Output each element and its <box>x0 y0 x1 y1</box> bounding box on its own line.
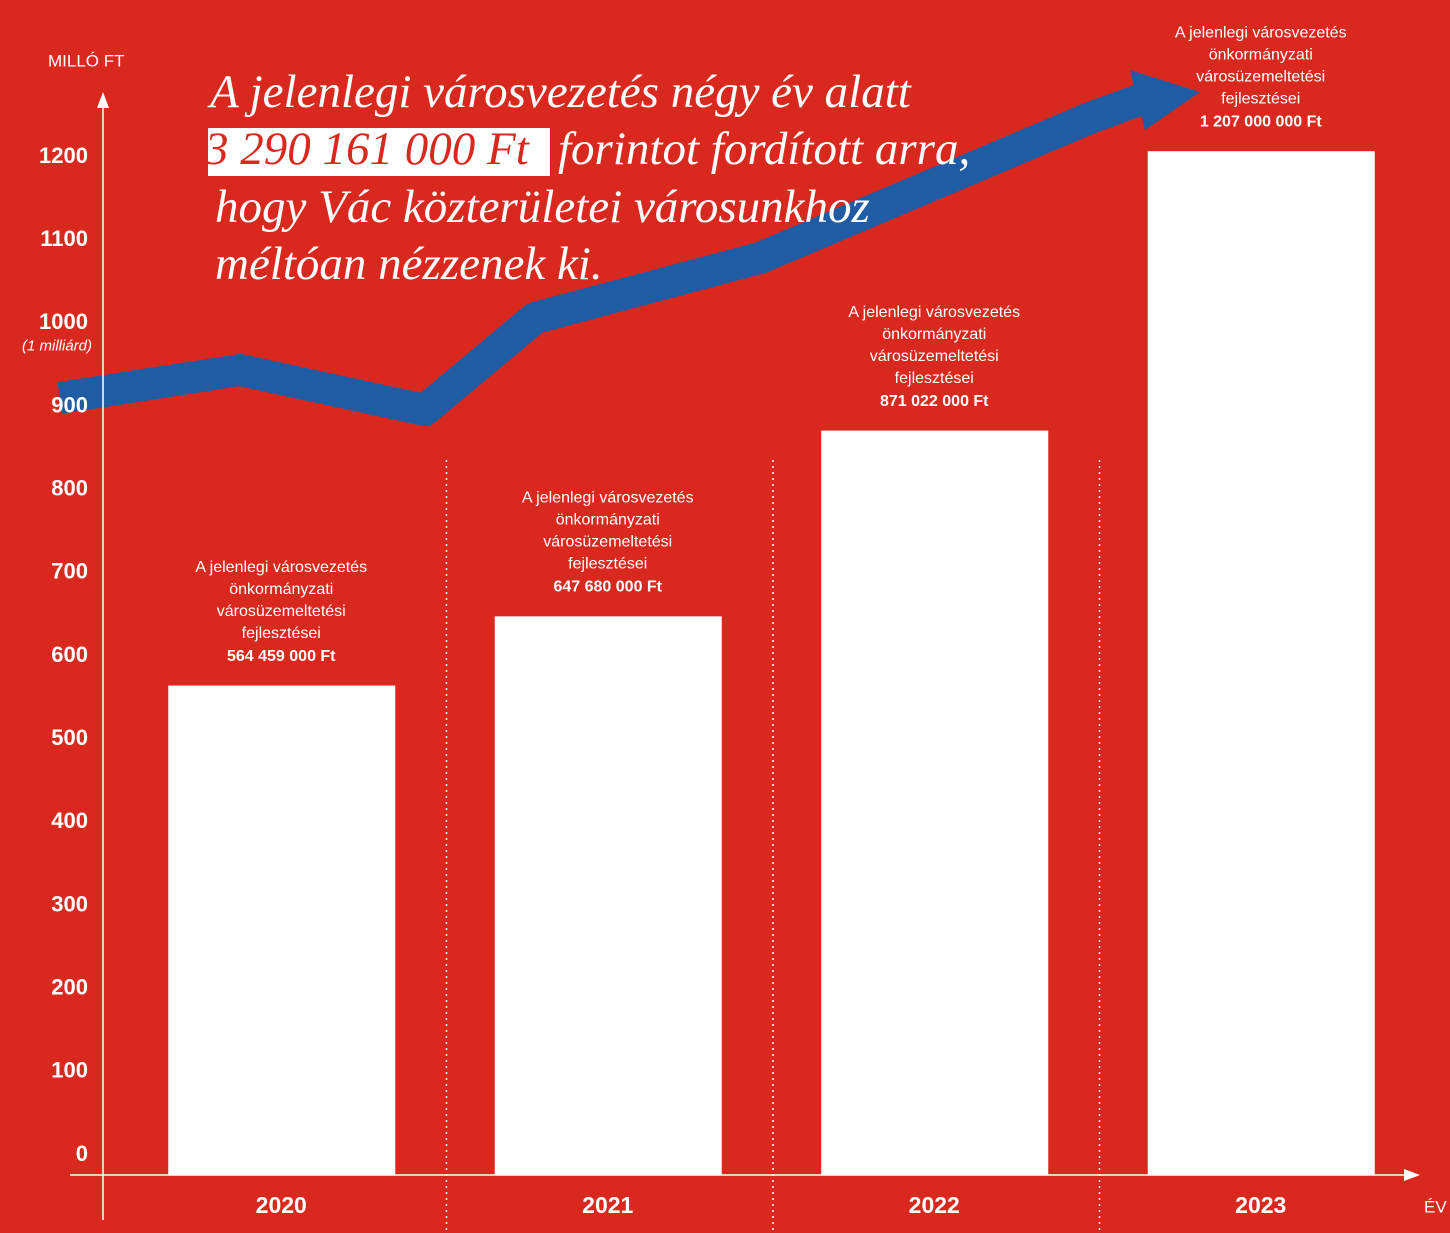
y-axis-arrow <box>97 92 109 108</box>
bar <box>168 685 396 1175</box>
bar-note: önkormányzati <box>1209 46 1313 63</box>
x-tick-label: 2021 <box>582 1192 633 1218</box>
y-tick-label: 400 <box>51 808 88 833</box>
y-tick-label: 700 <box>51 559 88 584</box>
y-tick-label: 600 <box>51 642 88 667</box>
bar-note: önkormányzati <box>556 512 660 529</box>
x-tick-label: 2023 <box>1235 1192 1286 1218</box>
bar-note: fejlesztései <box>568 556 647 573</box>
highlight <box>208 128 550 176</box>
value-label: 564 459 000 Ft <box>227 648 336 665</box>
headline-line: hogy Vác közterületei városunkhoz <box>215 181 870 233</box>
bar <box>821 430 1049 1175</box>
headline: A jelenlegi városvezetés négy év alatt 3… <box>204 66 970 290</box>
bar-note: városüzemeltetési <box>870 348 999 365</box>
x-tick-label: 2020 <box>256 1192 307 1218</box>
y-tick-label: 200 <box>51 974 88 999</box>
y-axis-label: MILLÓ FT <box>48 51 125 70</box>
y-tick-label: 1100 <box>40 226 88 251</box>
x-axis-label: ÉV <box>1424 1197 1447 1216</box>
bar <box>494 616 722 1175</box>
headline-amount: 3 290 161 000 Ft <box>204 123 530 175</box>
bar <box>1147 151 1375 1175</box>
value-label: 871 022 000 Ft <box>880 393 989 410</box>
bar-note: városüzemeltetési <box>217 603 346 620</box>
bar-note: A jelenlegi városvezetés <box>195 559 367 576</box>
bar-note: A jelenlegi városvezetés <box>848 304 1020 321</box>
x-axis-arrow <box>1404 1169 1420 1181</box>
y-tick-note: (1 milliárd) <box>22 337 92 354</box>
bar-note: fejlesztései <box>242 625 321 642</box>
bar-note: fejlesztései <box>895 370 974 387</box>
y-tick-label: 1000 <box>39 309 88 334</box>
headline-line: méltóan nézzenek ki. <box>215 238 603 290</box>
y-tick-label: 100 <box>51 1058 88 1083</box>
bar-note: A jelenlegi városvezetés <box>522 490 694 507</box>
trend-arrowhead <box>1130 70 1200 130</box>
value-label: 1 207 000 000 Ft <box>1200 113 1323 130</box>
bar-note: városüzemeltetési <box>1196 68 1325 85</box>
y-tick-label: 300 <box>51 891 88 916</box>
headline-line: A jelenlegi városvezetés négy év alatt <box>207 66 912 118</box>
bar-note: önkormányzati <box>882 326 986 343</box>
headline-line: forintot fordított arra, <box>558 123 970 175</box>
y-tick-label: 0 <box>76 1141 88 1166</box>
bar-note: A jelenlegi városvezetés <box>1175 24 1347 41</box>
x-tick-label: 2022 <box>909 1192 960 1218</box>
y-tick-label: 800 <box>51 475 88 500</box>
bar-note: fejlesztései <box>1221 90 1300 107</box>
bar-note: önkormányzati <box>229 581 333 598</box>
trend-arrow <box>57 80 1156 426</box>
y-tick-label: 900 <box>51 392 88 417</box>
y-tick-label: 1200 <box>39 143 88 168</box>
bar-note: városüzemeltetési <box>543 534 672 551</box>
value-label: 647 680 000 Ft <box>553 579 662 596</box>
y-tick-label: 500 <box>51 725 88 750</box>
